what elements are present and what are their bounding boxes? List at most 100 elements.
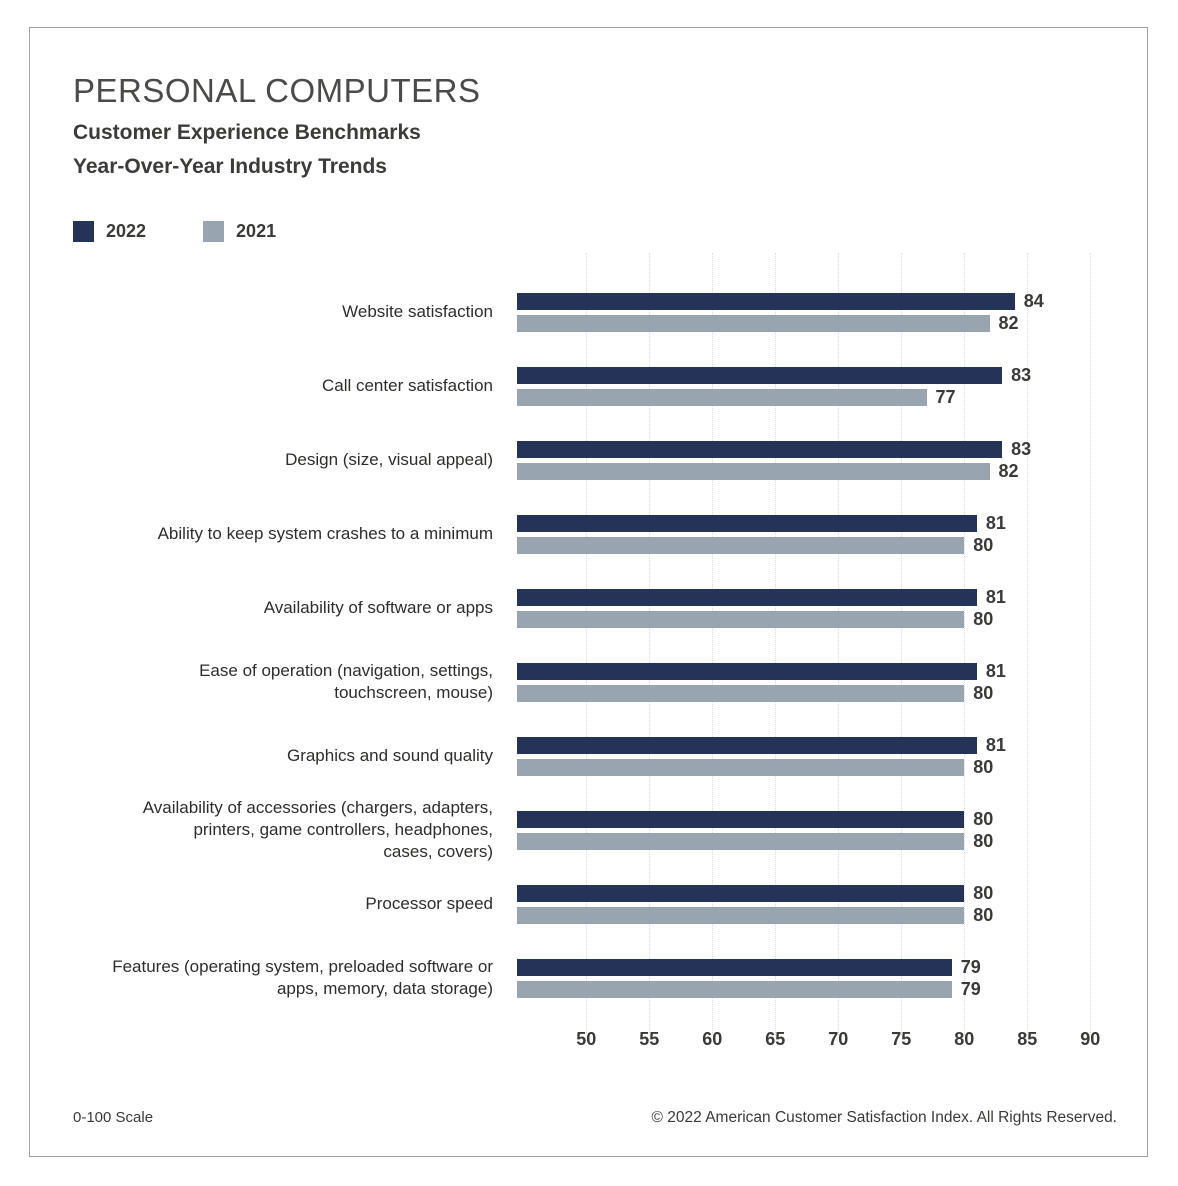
category-label: Graphics and sound quality [286, 746, 493, 766]
bar-line-2022: 80 [517, 808, 1147, 829]
category-label: Design (size, visual appeal) [285, 450, 493, 470]
bar-group: 80 80 [517, 808, 1147, 851]
bar-line-2021: 80 [517, 830, 1147, 851]
bar-2022 [517, 662, 977, 680]
bar-group: 84 82 [517, 290, 1147, 333]
value-label-2021: 80 [973, 534, 994, 555]
bar-2022 [517, 440, 1003, 458]
bar-line-2021: 80 [517, 904, 1147, 925]
footer: 0-100 Scale © 2022 American Customer Sat… [73, 1109, 1117, 1127]
value-label-2022: 81 [985, 734, 1006, 755]
subtitle-line-2: Year-Over-Year Industry Trends [73, 155, 387, 179]
value-label-2022: 80 [973, 808, 994, 829]
category-label: Website satisfaction [342, 302, 493, 322]
value-label-2022: 84 [1023, 290, 1044, 311]
category-label: Availability of software or apps [263, 598, 493, 618]
bar-line-2021: 79 [517, 978, 1147, 999]
subtitle-line-1: Customer Experience Benchmarks [73, 121, 421, 145]
value-label-2021: 79 [960, 978, 981, 999]
axis-tick-85: 85 [1017, 1029, 1038, 1050]
bar-group: 81 80 [517, 586, 1147, 629]
category-row: Ease of operation (navigation, settings,… [73, 645, 1147, 719]
category-label: Features (operating system, preloaded so… [112, 957, 493, 999]
value-label-2021: 80 [973, 608, 994, 629]
bar-line-2021: 82 [517, 312, 1147, 333]
category-row: Ability to keep system crashes to a mini… [73, 497, 1147, 571]
bar-2021 [517, 536, 965, 554]
bar-line-2021: 77 [517, 388, 1147, 406]
bar-2022 [517, 810, 965, 828]
bar-line-2022: 81 [517, 662, 1147, 680]
legend-item-2021: 2021 [203, 221, 277, 243]
bar-2022 [517, 514, 977, 532]
value-label-2021: 80 [973, 756, 994, 777]
bar-2022 [517, 292, 1015, 310]
axis-tick-70: 70 [828, 1029, 849, 1050]
legend: 2022 2021 [73, 221, 1147, 243]
bar-line-2022: 79 [517, 956, 1147, 977]
chart-content: PERSONAL COMPUTERS Customer Experience B… [30, 28, 1147, 1127]
category-row: Graphics and sound quality 81 80 [73, 719, 1147, 793]
bar-2021 [517, 684, 965, 702]
legend-label-2021: 2021 [236, 221, 277, 242]
chart-card: PERSONAL COMPUTERS Customer Experience B… [29, 27, 1148, 1157]
category-label: Call center satisfaction [321, 376, 493, 396]
value-label-2022: 79 [960, 956, 981, 977]
value-label-2021: 80 [973, 682, 994, 703]
axis-tick-50: 50 [576, 1029, 597, 1050]
value-label-2021: 80 [973, 904, 994, 925]
bar-group: 80 80 [517, 882, 1147, 925]
bar-2022 [517, 588, 977, 606]
value-label-2021: 82 [998, 312, 1019, 333]
category-row: Availability of accessories (chargers, a… [73, 793, 1147, 867]
legend-label-2022: 2022 [106, 221, 147, 242]
bar-group: 83 77 [517, 366, 1147, 406]
category-row: Features (operating system, preloaded so… [73, 941, 1147, 1015]
axis-tick-75: 75 [891, 1029, 912, 1050]
category-label: Processor speed [365, 894, 493, 914]
bar-group: 83 82 [517, 440, 1147, 481]
axis-tick-65: 65 [765, 1029, 786, 1050]
bar-line-2021: 80 [517, 756, 1147, 777]
page-title: PERSONAL COMPUTERS [73, 72, 481, 109]
bar-2021 [517, 980, 952, 998]
bar-2022 [517, 366, 1003, 384]
bar-2021 [517, 906, 965, 924]
category-row: Website satisfaction 84 82 [73, 275, 1147, 349]
value-label-2022: 80 [973, 882, 994, 903]
bar-line-2022: 80 [517, 882, 1147, 903]
bar-line-2022: 83 [517, 366, 1147, 384]
scale-note: 0-100 Scale [73, 1109, 154, 1127]
legend-swatch-2021 [203, 221, 225, 243]
bar-2021 [517, 314, 990, 332]
value-label-2022: 81 [985, 586, 1006, 607]
bar-line-2021: 80 [517, 682, 1147, 703]
bar-line-2021: 80 [517, 608, 1147, 629]
bar-2021 [517, 832, 965, 850]
category-row: Availability of software or apps 81 80 [73, 571, 1147, 645]
bar-2021 [517, 388, 927, 406]
value-label-2021: 82 [998, 460, 1019, 481]
bar-group: 79 79 [517, 956, 1147, 999]
bar-2022 [517, 884, 965, 902]
bar-line-2022: 84 [517, 290, 1147, 311]
category-row: Call center satisfaction 83 77 [73, 349, 1147, 423]
category-row: Processor speed 80 80 [73, 867, 1147, 941]
header: PERSONAL COMPUTERS Customer Experience B… [73, 72, 1147, 184]
bar-2022 [517, 958, 952, 976]
bar-group: 81 80 [517, 734, 1147, 777]
bar-2022 [517, 736, 977, 754]
axis-tick-90: 90 [1080, 1029, 1101, 1050]
chart-rows: Website satisfaction 84 82 Call center sati… [73, 253, 1147, 1036]
value-label-2021: 80 [973, 830, 994, 851]
bar-line-2022: 81 [517, 734, 1147, 755]
bar-line-2022: 81 [517, 586, 1147, 607]
category-label: Ease of operation (navigation, settings,… [199, 661, 493, 703]
category-label: Ability to keep system crashes to a mini… [157, 524, 493, 544]
bar-2021 [517, 758, 965, 776]
category-row: Design (size, visual appeal) 83 82 [73, 423, 1147, 497]
bar-line-2021: 82 [517, 460, 1147, 481]
bar-line-2022: 83 [517, 440, 1147, 458]
axis-tick-80: 80 [954, 1029, 975, 1050]
axis-tick-55: 55 [639, 1029, 660, 1050]
